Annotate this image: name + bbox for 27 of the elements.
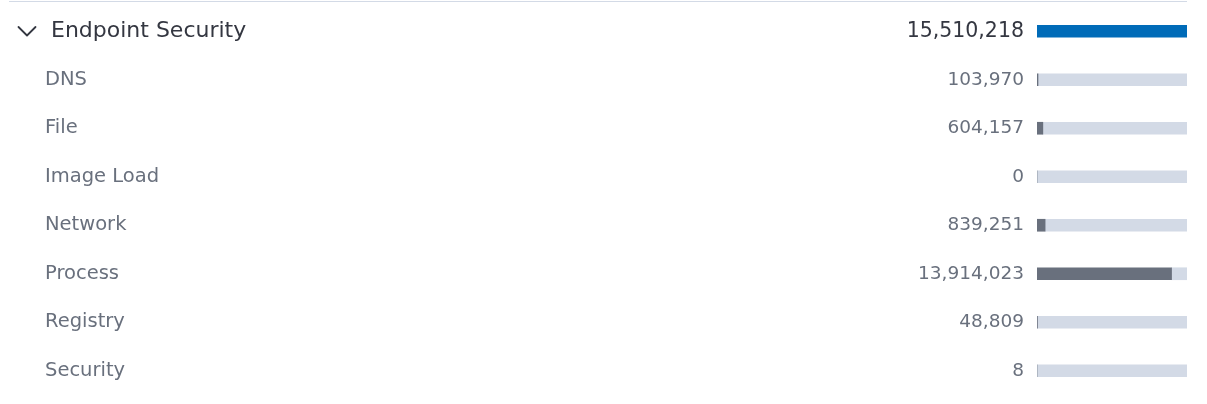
y-tick-label: Image Load xyxy=(45,163,160,187)
bar xyxy=(1044,218,1187,232)
y-tick-label: Security xyxy=(45,357,126,381)
bar xyxy=(1037,315,1187,329)
bar xyxy=(1037,364,1187,378)
y-tick-label: File xyxy=(45,115,78,139)
data-label: 839,251 xyxy=(947,213,1024,235)
y-tick-label: Network xyxy=(45,212,128,236)
data-label: 48,809 xyxy=(959,310,1024,332)
y-tick-label: Registry xyxy=(45,309,125,333)
bar xyxy=(1037,73,1187,87)
bar xyxy=(1037,24,1187,38)
y-tick-label: Process xyxy=(45,260,119,284)
data-label: 15,510,218 xyxy=(906,17,1024,42)
data-label: 0 xyxy=(1012,164,1024,186)
bar xyxy=(1037,170,1187,184)
y-tick-label: DNS xyxy=(45,66,87,90)
bar xyxy=(1171,267,1187,281)
bar xyxy=(1037,218,1046,232)
data-label: 604,157 xyxy=(947,116,1024,138)
data-label: 103,970 xyxy=(947,67,1024,89)
bar xyxy=(1037,267,1172,281)
y-tick-label: Endpoint Security xyxy=(51,16,247,42)
data-label: 8 xyxy=(1012,358,1024,380)
bar xyxy=(1037,121,1044,135)
data-label: 13,914,023 xyxy=(918,261,1024,283)
bar xyxy=(1042,121,1187,135)
